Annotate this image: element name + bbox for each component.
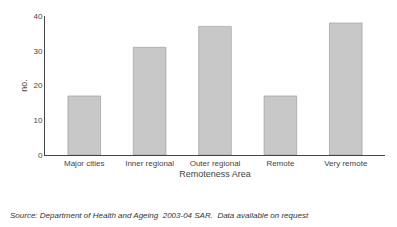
svg-text:0: 0 (38, 151, 43, 160)
svg-text:Inner regional: Inner regional (125, 159, 174, 168)
svg-text:Remote: Remote (266, 159, 295, 168)
svg-text:Outer regional: Outer regional (190, 159, 241, 168)
svg-text:Major cities: Major cities (64, 159, 104, 168)
svg-text:Very remote: Very remote (324, 159, 368, 168)
svg-text:Remoteness Area: Remoteness Area (179, 169, 251, 179)
svg-text:30: 30 (33, 47, 42, 56)
svg-text:40: 40 (33, 12, 42, 21)
svg-text:20: 20 (33, 81, 42, 90)
svg-text:Source: Department of Health a: Source: Department of Health and Ageing … (10, 211, 309, 220)
svg-text:no.: no. (19, 79, 29, 92)
svg-text:10: 10 (33, 116, 42, 125)
